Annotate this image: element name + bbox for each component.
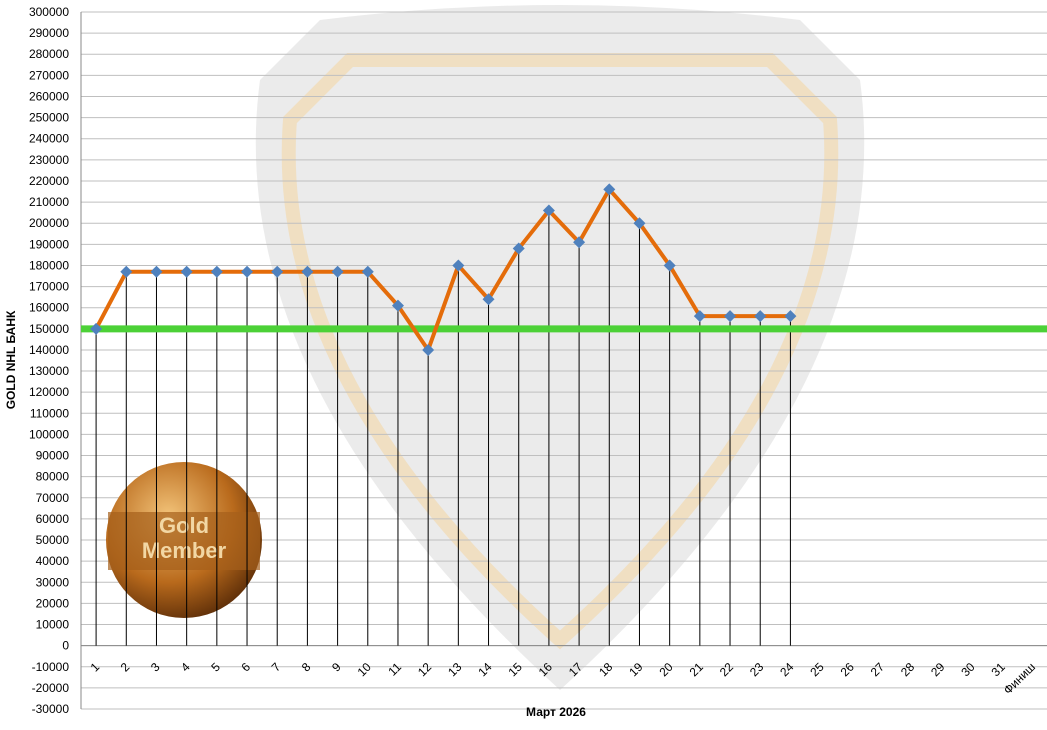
data-point (754, 310, 767, 323)
data-point (542, 204, 555, 217)
y-tick-label: 130000 (29, 364, 69, 378)
x-tick-label: 25 (807, 660, 827, 680)
x-tick-label: 13 (445, 660, 465, 680)
badge-text: Member (142, 538, 227, 563)
x-tick-label: 22 (717, 660, 737, 680)
y-tick-label: 120000 (29, 385, 69, 399)
y-tick-label: 100000 (29, 427, 69, 441)
badge-text: Gold (159, 513, 209, 538)
x-tick-label: 20 (656, 660, 676, 680)
x-tick-label: 27 (868, 660, 888, 680)
x-tick-label: 31 (988, 660, 1008, 680)
x-tick-label: 18 (596, 660, 616, 680)
watermark-inner (281, 53, 839, 650)
data-point (150, 265, 163, 278)
y-tick-label: 240000 (29, 132, 69, 146)
x-tick-label: 12 (415, 660, 435, 680)
y-tick-label: 30000 (36, 575, 70, 589)
y-tick-label: 80000 (36, 470, 70, 484)
x-tick-label: Финиш (1001, 660, 1038, 697)
y-tick-label: 10000 (36, 618, 70, 632)
data-point (361, 265, 374, 278)
y-tick-label: 70000 (36, 491, 70, 505)
x-tick-label: 15 (505, 660, 525, 680)
x-tick-label: 30 (958, 660, 978, 680)
data-point (663, 259, 676, 272)
y-tick-label: 200000 (29, 216, 69, 230)
y-tick-label: 160000 (29, 301, 69, 315)
y-tick-label: 190000 (29, 237, 69, 251)
y-tick-label: 90000 (36, 449, 70, 463)
data-point (693, 310, 706, 323)
y-tick-label: 60000 (36, 512, 70, 526)
data-point (512, 242, 525, 255)
y-tick-label: 0 (62, 639, 69, 653)
data-point (784, 310, 797, 323)
x-tick-label: 21 (687, 660, 707, 680)
y-tick-label: 280000 (29, 47, 69, 61)
data-point (724, 310, 737, 323)
data-point (603, 183, 616, 196)
y-tick-label: 170000 (29, 280, 69, 294)
data-point (241, 265, 254, 278)
y-tick-label: 140000 (29, 343, 69, 357)
data-point (90, 322, 103, 335)
data-point (180, 265, 193, 278)
y-tick-label: -10000 (32, 660, 70, 674)
data-point (301, 265, 314, 278)
x-tick-label: 14 (475, 660, 495, 680)
y-tick-label: 40000 (36, 554, 70, 568)
x-axis-title: Март 2026 (526, 705, 586, 719)
y-tick-label: 150000 (29, 322, 69, 336)
x-tick-label: 11 (385, 660, 404, 679)
x-tick-label: 19 (626, 660, 646, 680)
data-point (271, 265, 284, 278)
y-tick-label: 20000 (36, 596, 70, 610)
y-tick-label: 260000 (29, 89, 69, 103)
y-tick-label: 210000 (29, 195, 69, 209)
badge-band (108, 512, 260, 570)
data-point (633, 217, 646, 230)
x-tick-label: 23 (747, 660, 767, 680)
badge: Gold Member (106, 462, 262, 618)
y-tick-label: 180000 (29, 258, 69, 272)
x-tick-label: 24 (777, 660, 797, 680)
y-tick-label: -20000 (32, 681, 70, 695)
y-tick-label: -30000 (32, 702, 70, 716)
x-tick-label: 29 (928, 660, 948, 680)
data-point (210, 265, 223, 278)
x-tick-label: 26 (838, 660, 858, 680)
watermark (255, 5, 865, 690)
data-point (120, 265, 133, 278)
y-tick-label: 290000 (29, 26, 69, 40)
y-tick-label: 50000 (36, 533, 70, 547)
data-point (422, 343, 435, 356)
y-tick-label: 110000 (30, 406, 69, 420)
y-tick-label: 220000 (29, 174, 69, 188)
data-point (482, 293, 495, 306)
x-tick-label: 10 (355, 660, 375, 680)
y-tick-label: 250000 (29, 111, 69, 125)
data-point (573, 236, 586, 249)
y-tick-label: 270000 (29, 68, 69, 82)
data-point (331, 265, 344, 278)
x-tick-label: 28 (898, 660, 918, 680)
y-axis-title: GOLD NHL БАНК (4, 310, 18, 409)
data-point (391, 299, 404, 312)
y-tick-label: 230000 (29, 153, 69, 167)
data-point (452, 259, 465, 272)
y-tick-label: 300000 (29, 5, 69, 19)
